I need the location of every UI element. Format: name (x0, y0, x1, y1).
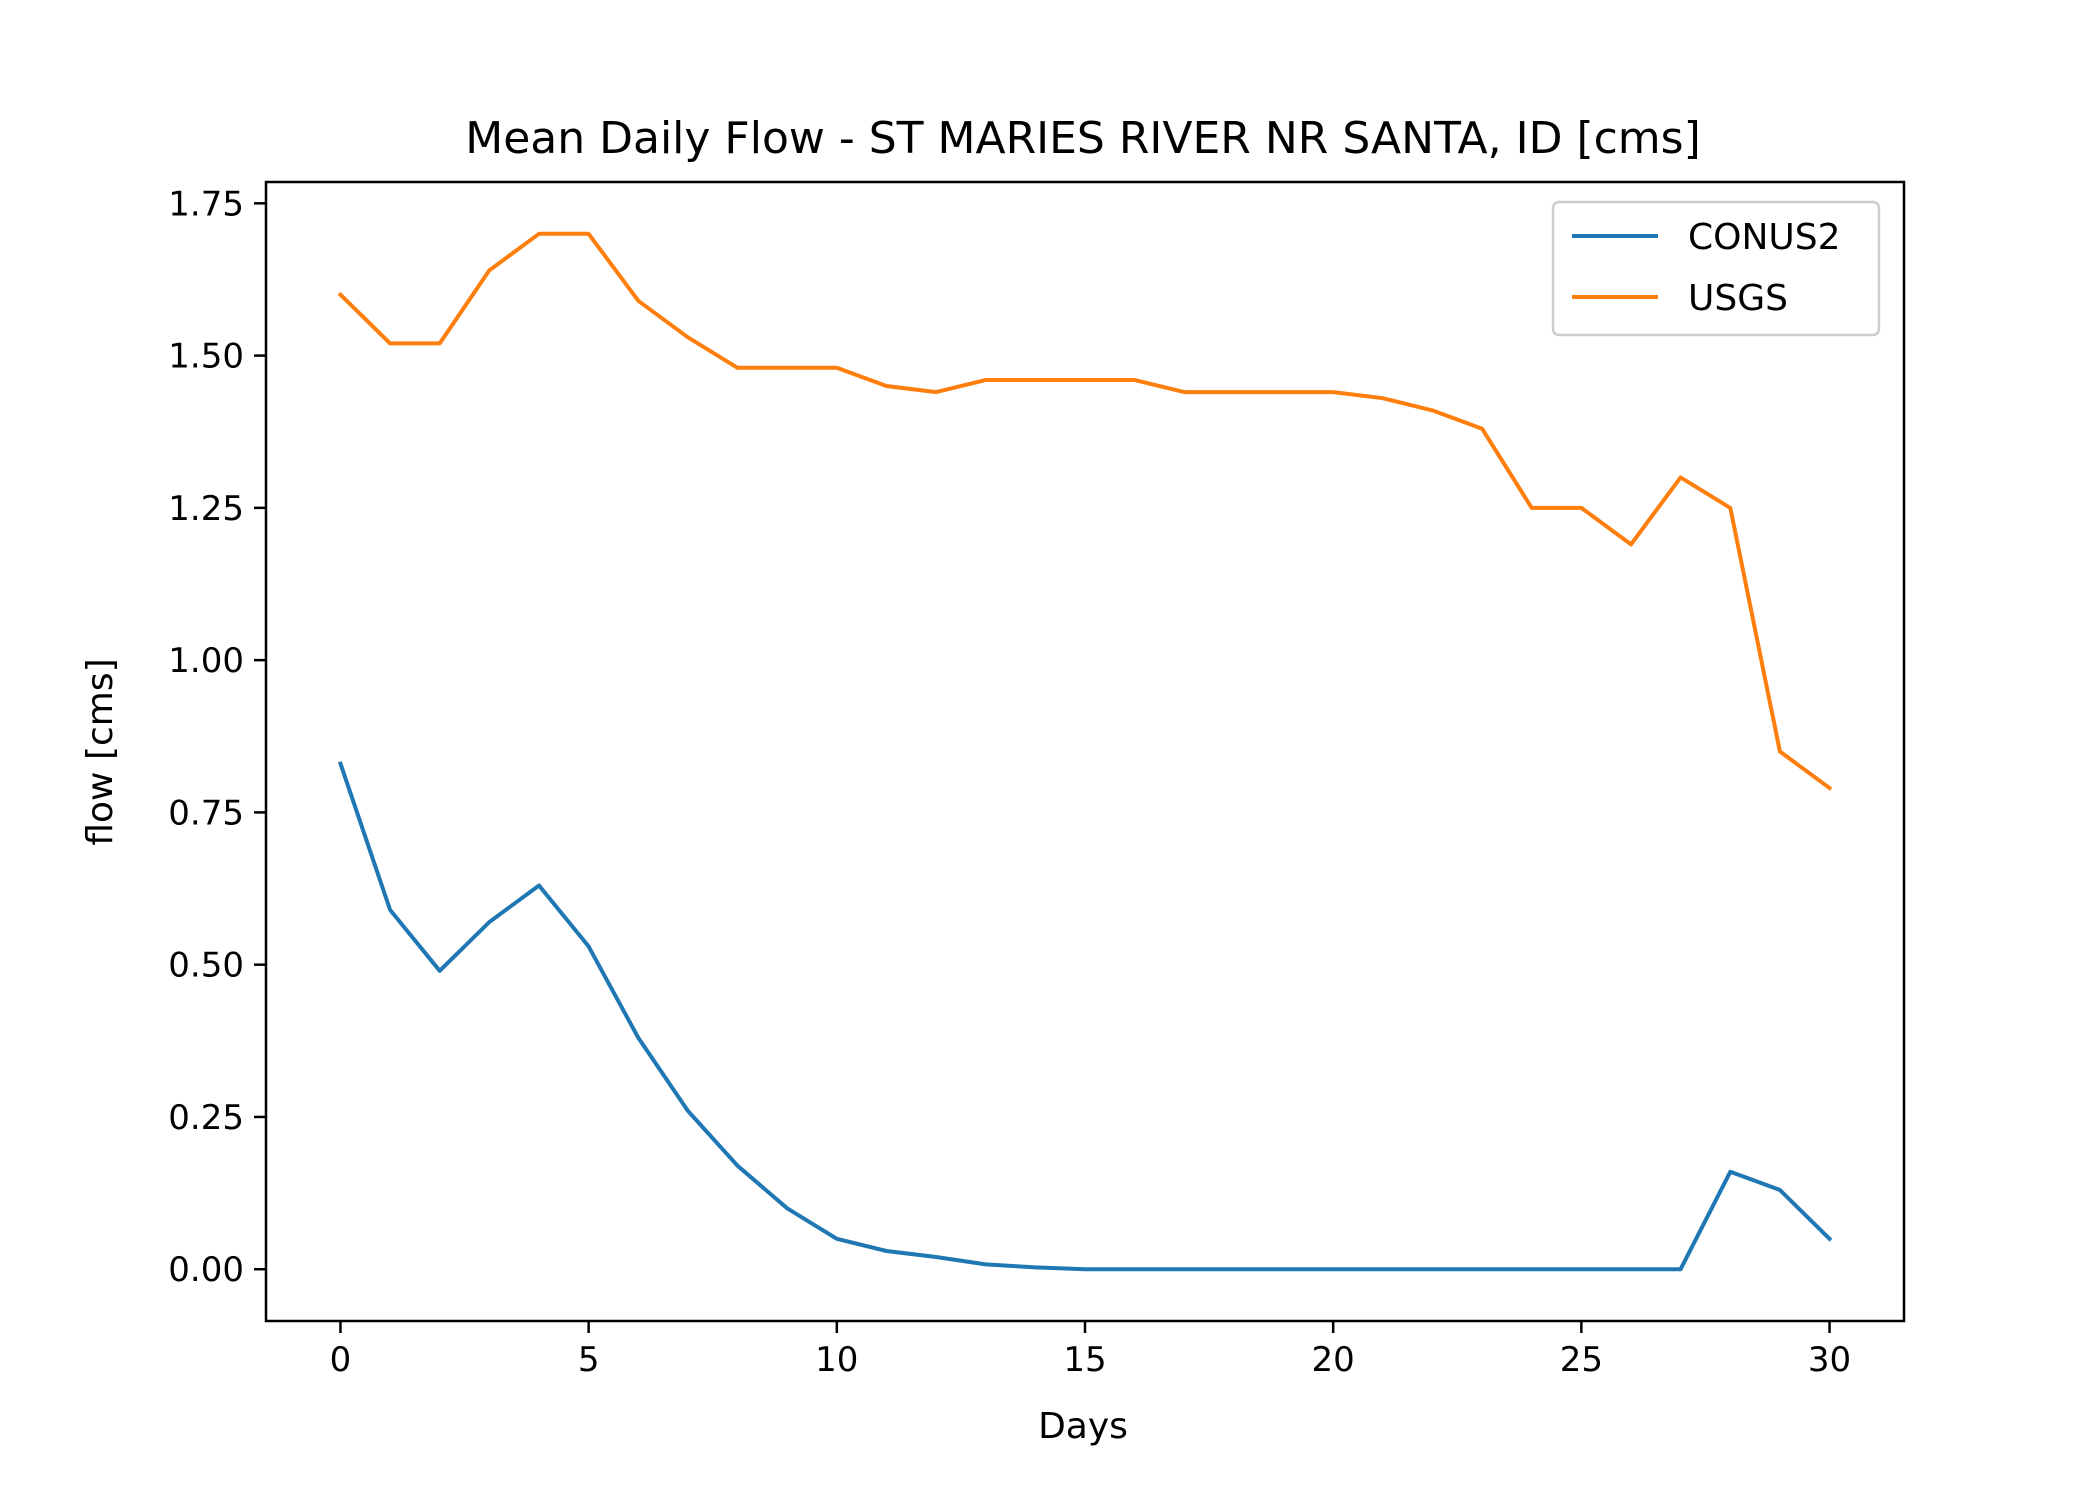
y-tick-label: 1.50 (168, 337, 244, 377)
x-tick-label: 10 (815, 1340, 858, 1380)
x-axis: 0 5 10 15 20 25 30 (330, 1321, 1851, 1380)
y-tick-label: 1.75 (168, 184, 244, 224)
y-tick-label: 1.25 (168, 489, 244, 529)
series-layer (337, 231, 1833, 1272)
x-tick-label: 30 (1808, 1340, 1851, 1380)
y-tick-label: 0.00 (168, 1250, 244, 1290)
chart-title: Mean Daily Flow - ST MARIES RIVER NR SAN… (465, 113, 1701, 164)
x-tick-label: 25 (1560, 1340, 1603, 1380)
y-axis-label: flow [cms] (80, 658, 121, 845)
y-axis: 0.00 0.25 0.50 0.75 1.00 1.25 1.50 1.75 (168, 184, 266, 1290)
legend: CONUS2 USGS (1551, 200, 1881, 337)
legend-label-usgs: USGS (1688, 278, 1788, 319)
series-line-conus2 (337, 761, 1833, 1272)
x-axis-label: Days (1038, 1406, 1128, 1447)
plot-frame (264, 180, 1906, 1323)
legend-label-conus2: CONUS2 (1688, 217, 1841, 258)
y-tick-label: 0.75 (168, 793, 244, 833)
y-tick-label: 0.25 (168, 1098, 244, 1138)
x-tick-label: 20 (1312, 1340, 1355, 1380)
y-tick-label: 0.50 (168, 946, 244, 986)
x-tick-label: 0 (330, 1340, 352, 1380)
series-line-usgs (337, 231, 1833, 791)
x-tick-label: 5 (578, 1340, 600, 1380)
y-tick-label: 1.00 (168, 641, 244, 681)
x-tick-label: 15 (1063, 1340, 1106, 1380)
